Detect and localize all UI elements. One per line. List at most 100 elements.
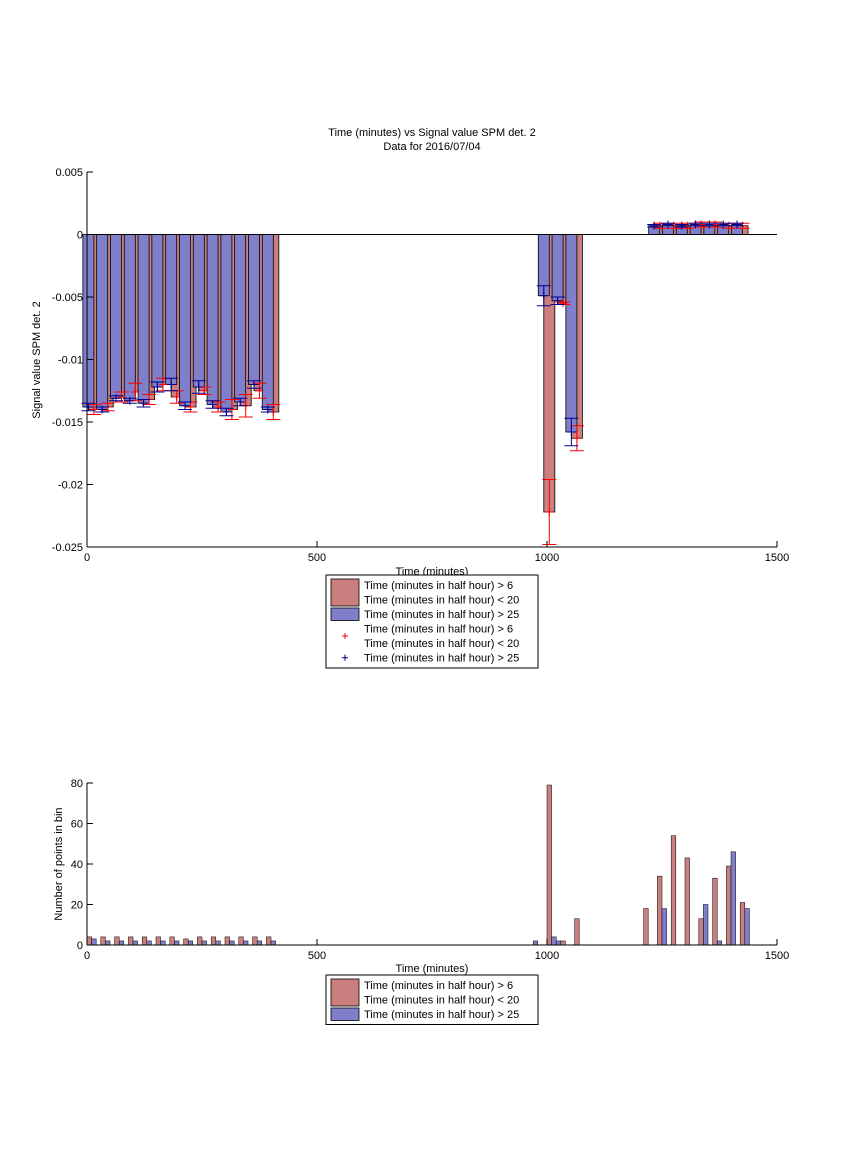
blue-bar: [123, 234, 136, 402]
x-tick-label: 500: [308, 552, 326, 564]
red-count-bar: [684, 857, 690, 946]
legend-entry-text: Time (minutes in half hour) < 20: [364, 595, 519, 607]
red-legend-swatch: [330, 578, 360, 607]
blue-bar: [565, 234, 578, 433]
red-count-bar: [155, 936, 161, 946]
y-tick-label: 60: [71, 819, 83, 831]
blue-count-bar: [187, 940, 194, 946]
errorbars-layer: [81, 220, 750, 545]
blue-legend-swatch: [330, 1007, 360, 1021]
blue-count-bar: [703, 904, 709, 946]
blue-count-bar: [551, 936, 557, 946]
x-tick-label: 1500: [765, 950, 789, 962]
red-count-bar: [643, 908, 649, 946]
x-tick-label: 500: [308, 950, 326, 962]
legend-entry-text: Time (minutes in half hour) > 25: [364, 609, 519, 621]
y-tick-label: -0.02: [58, 480, 83, 492]
y-axis-label: Number of points in bin: [53, 807, 65, 920]
blue-count-bar: [243, 940, 249, 946]
y-tick-label: 40: [71, 859, 83, 871]
blue-legend-swatch: [330, 607, 360, 621]
blue-count-bar: [744, 908, 750, 946]
y-tick-label: -0.005: [52, 292, 83, 304]
blue-bar: [110, 234, 122, 399]
red-count-bar: [141, 936, 148, 946]
blue-bar: [82, 234, 95, 408]
blue-count-bar: [270, 940, 276, 946]
red-legend-swatch: [330, 978, 360, 1007]
blue-count-bar: [555, 940, 562, 946]
blue-bar: [192, 234, 205, 388]
y-tick-label: 0: [77, 940, 83, 952]
axes-layer: 0 500 1000 1500 -0.025 -0.02 -0.015 -0.01 -0.005…: [52, 167, 789, 564]
blue-bar: [151, 234, 164, 388]
y-axis-label: Signal value SPM det. 2: [31, 301, 43, 418]
blue-count-bar: [201, 940, 207, 946]
red-count-bar: [252, 936, 258, 946]
chart-subtitle: Data for 2016/07/04: [383, 141, 480, 153]
blue-count-bar: [730, 851, 736, 946]
blue-count-bar: [174, 940, 180, 946]
legend-top: Time (minutes in half hour) > 6 Time (min…: [325, 574, 539, 669]
legend-entry-text: Time (minutes in half hour) > 6: [364, 980, 513, 992]
red-count-bar: [670, 835, 677, 946]
blue-count-bar: [105, 940, 111, 946]
red-count-bar: [86, 936, 92, 946]
x-tick-label: 0: [84, 552, 90, 564]
x-tick-label: 1000: [535, 552, 559, 564]
blue-count-bar: [91, 938, 97, 946]
legend-box: [325, 974, 539, 1025]
red-count-bar: [197, 936, 203, 946]
legend-bottom: Time (minutes in half hour) > 6 Time (min…: [325, 974, 539, 1025]
blue-bar: [206, 234, 219, 405]
legend-entry-text: Time (minutes in half hour) < 20: [364, 638, 519, 650]
blue-count-bar: [146, 940, 152, 946]
red-count-bar: [726, 865, 732, 946]
blue-bar: [137, 234, 150, 404]
red-count-bar: [560, 940, 566, 946]
red-count-bar: [739, 902, 746, 946]
red-count-bar: [114, 936, 120, 946]
blue-count-bar: [661, 908, 667, 946]
red-count-bar: [183, 938, 189, 946]
red-count-bar: [657, 875, 663, 946]
blue-bar: [220, 234, 233, 413]
red-count-bar: [698, 918, 704, 946]
x-axis-label: Time (minutes): [396, 963, 469, 975]
y-tick-label: 0: [77, 230, 83, 242]
blue-bar: [234, 234, 247, 403]
x-tick-label: 0: [84, 950, 90, 962]
bars-layer: [82, 224, 749, 513]
blue-count-bar: [716, 940, 723, 946]
red-count-bar: [574, 918, 580, 946]
legend-entry-text: Time (minutes in half hour) > 6: [364, 580, 513, 592]
y-tick-label: 0.005: [55, 167, 83, 179]
blue-count-bar: [256, 940, 263, 946]
legend-entry-text: Time (minutes in half hour) < 20: [364, 995, 519, 1007]
red-count-bar: [169, 936, 175, 946]
blue-bar: [248, 234, 260, 385]
legend-entry-text: Time (minutes in half hour) > 25: [364, 653, 519, 665]
legend-entry-text: Time (minutes in half hour) > 25: [364, 1009, 519, 1021]
chart-title: Time (minutes) vs Signal value SPM det. …: [328, 127, 535, 139]
bars-layer: [86, 784, 750, 946]
blue-bar: [179, 234, 191, 407]
blue-count-bar: [215, 940, 221, 946]
blue-count-bar: [118, 940, 125, 946]
blue-bar: [96, 234, 109, 410]
x-tick-label: 1500: [765, 552, 789, 564]
count-chart: 0 500 1000 1500 0 20 40 60 80 Time (minutes) Num…: [53, 778, 789, 975]
red-count-bar: [100, 936, 106, 946]
blue-bar: [165, 234, 178, 385]
y-tick-label: -0.015: [52, 417, 83, 429]
blue-bar: [551, 234, 564, 302]
y-tick-label: 20: [71, 900, 83, 912]
y-tick-label: -0.01: [58, 355, 83, 367]
red-count-bar: [128, 936, 134, 946]
x-tick-label: 1000: [535, 950, 559, 962]
y-tick-label: 80: [71, 778, 83, 790]
red-count-bar: [238, 936, 244, 946]
red-count-bar: [224, 936, 230, 946]
blue-count-bar: [532, 940, 539, 946]
